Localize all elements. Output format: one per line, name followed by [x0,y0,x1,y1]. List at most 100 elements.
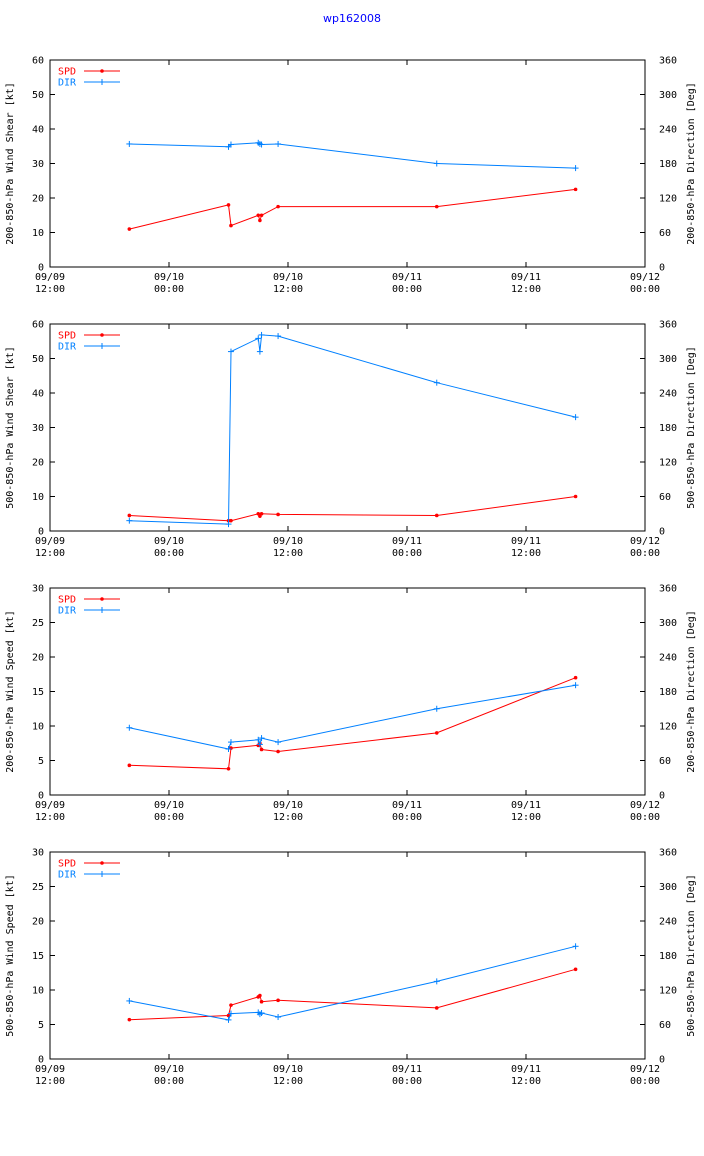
x-tick-day: 09/10 [273,800,303,811]
data-point-dir [227,141,234,148]
x-tick-time: 00:00 [392,1076,422,1087]
data-point-spd [229,223,233,228]
y-tick-label: 20 [32,653,44,664]
x-tick-time: 12:00 [273,548,303,559]
y-tick-label: 25 [32,618,44,629]
y2-tick-label: 180 [659,951,677,962]
x-tick-day: 09/12 [630,536,660,547]
page-title: wp162008 [323,12,381,25]
y2-tick-label: 60 [659,492,671,503]
y2-tick-label: 360 [659,56,677,67]
legend-label-dir: DIR [58,606,77,617]
x-tick-time: 12:00 [35,812,65,823]
x-tick-day: 09/10 [154,800,184,811]
y2-axis-label: 500-850-hPa Direction [Deg] [686,874,697,1037]
y2-tick-label: 0 [659,527,665,538]
legend-label-dir: DIR [58,342,77,353]
data-point-spd [258,993,262,998]
series-line-dir [129,334,576,525]
data-point-spd [573,675,578,680]
series-line-dir [129,142,576,169]
data-point-spd [276,512,280,517]
y-tick-label: 10 [32,228,44,239]
data-point-dir [227,739,234,746]
data-point-dir [126,724,133,731]
y-tick-label: 30 [32,848,44,859]
data-point-spd [573,967,578,972]
y2-tick-label: 120 [659,458,677,469]
data-point-dir [275,333,282,340]
y2-tick-label: 60 [659,1020,671,1031]
y2-tick-label: 120 [659,722,677,733]
y-tick-label: 25 [32,882,44,893]
data-point-spd [276,998,280,1003]
x-tick-time: 12:00 [511,284,541,295]
y-tick-label: 40 [32,125,44,136]
data-point-dir [433,978,440,985]
y-tick-label: 10 [32,492,44,503]
data-point-spd [259,999,264,1004]
x-tick-time: 00:00 [392,812,422,823]
data-point-spd [127,227,132,231]
x-tick-time: 00:00 [154,812,184,823]
y-tick-label: 15 [32,687,44,698]
data-point-spd [276,749,280,754]
y-tick-label: 0 [38,791,44,802]
x-tick-day: 09/09 [35,1064,65,1075]
data-point-dir [258,331,265,338]
legend-label-spd: SPD [58,331,76,342]
y2-tick-label: 240 [659,125,677,136]
y2-tick-label: 0 [659,791,665,802]
plot-frame [49,323,646,532]
data-point-dir [275,739,282,746]
y2-tick-label: 60 [659,756,671,767]
x-tick-day: 09/10 [273,272,303,283]
data-point-spd [259,747,264,752]
y2-axis-label: 200-850-hPa Direction [Deg] [686,82,697,245]
y2-tick-label: 60 [659,228,671,239]
y-tick-label: 40 [32,389,44,400]
y2-tick-label: 240 [659,917,677,928]
data-point-dir [275,140,282,147]
plot-frame [49,851,646,1060]
data-point-dir [433,379,440,386]
y-tick-label: 0 [38,527,44,538]
data-point-spd [226,766,231,771]
chart-panel-1: 010203040506006012018024030036009/0912:0… [5,56,697,296]
data-point-spd [256,213,261,218]
x-tick-day: 09/12 [630,1064,660,1075]
x-tick-day: 09/09 [35,536,65,547]
y-tick-label: 20 [32,194,44,205]
x-tick-day: 09/11 [392,1064,422,1075]
y-axis-label: 500-850-hPa Wind Speed [kt] [5,874,16,1037]
data-point-dir [126,517,133,524]
data-point-dir [256,741,263,748]
x-tick-day: 09/10 [273,1064,303,1075]
data-point-spd [434,731,439,735]
data-point-spd [258,218,262,223]
chart-panel-2: 010203040506006012018024030036009/0912:0… [5,320,697,560]
data-point-spd [434,1006,439,1010]
data-point-spd [229,1003,233,1007]
y2-tick-label: 120 [659,194,677,205]
y2-tick-label: 360 [659,848,677,859]
legend-marker [100,597,104,601]
legend-marker [100,333,104,337]
data-point-spd [259,213,264,218]
x-tick-time: 12:00 [273,1076,303,1087]
y-tick-label: 60 [32,56,44,67]
series-line-spd [129,677,576,770]
y2-tick-label: 180 [659,159,677,170]
data-point-dir [572,165,579,172]
legend-marker [100,861,104,865]
x-tick-day: 09/11 [511,800,541,811]
y2-tick-label: 300 [659,90,677,101]
data-point-dir [225,521,232,528]
x-tick-time: 12:00 [511,548,541,559]
x-tick-time: 12:00 [35,1076,65,1087]
x-tick-time: 00:00 [630,812,660,823]
x-tick-day: 09/11 [392,800,422,811]
series-line-spd [129,968,576,1021]
chart-panel-3: 05101520253006012018024030036009/0912:00… [5,584,697,824]
x-tick-time: 12:00 [35,548,65,559]
